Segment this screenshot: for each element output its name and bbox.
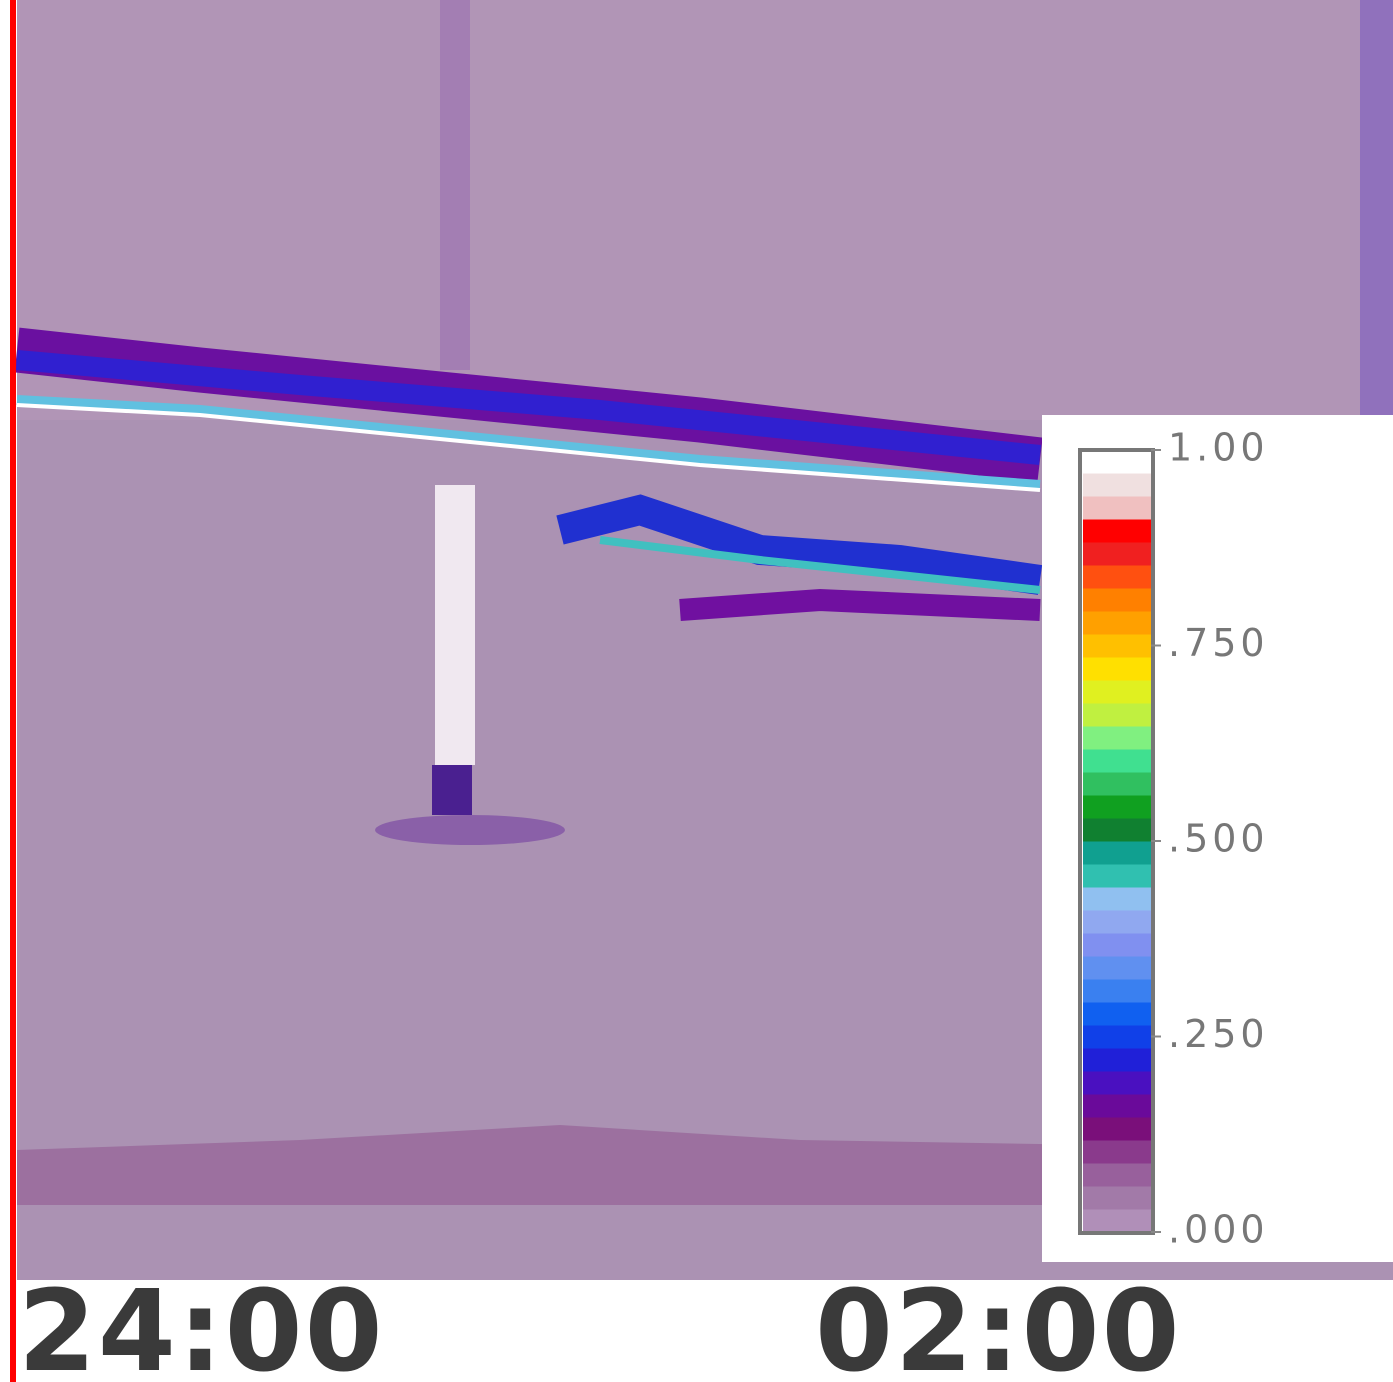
colorbar-step [1083, 795, 1151, 819]
colorbar-tick-label: .000 [1168, 1208, 1269, 1252]
colorbar-step [1083, 703, 1151, 727]
colorbar-step [1083, 818, 1151, 842]
colorbar-step [1083, 496, 1151, 520]
colorbar-tick-label: .500 [1168, 817, 1269, 861]
colorbar-tick-label: .250 [1168, 1012, 1269, 1056]
colorbar-step [1083, 933, 1151, 957]
page: 1.00.750.500.250.00024:0002:00 (() => { … [0, 0, 1393, 1382]
colorbar-step [1083, 726, 1151, 750]
colorbar-step [1083, 1186, 1151, 1210]
colorbar-step [1083, 979, 1151, 1003]
colorbar-step [1083, 1002, 1151, 1026]
colorbar-step [1083, 1209, 1151, 1233]
colorbar-tick-label: 1.00 [1168, 426, 1269, 470]
colorbar-step [1083, 1094, 1151, 1118]
colorbar-step [1083, 841, 1151, 865]
colorbar-step [1083, 956, 1151, 980]
colorbar-step [1083, 519, 1151, 543]
echo-blob [375, 815, 565, 845]
colorbar-step [1083, 1071, 1151, 1095]
echo-band [680, 600, 1040, 610]
vertical-echo-base [432, 765, 472, 815]
colorbar-step [1083, 565, 1151, 589]
x-tick-label: 02:00 [815, 1267, 1182, 1382]
colorbar-step [1083, 542, 1151, 566]
colorbar-tick-label: .750 [1168, 621, 1269, 665]
colorbar-step [1083, 657, 1151, 681]
colorbar [1083, 450, 1151, 1233]
colorbar-step [1083, 910, 1151, 934]
colorbar-step [1083, 1140, 1151, 1164]
colorbar-step [1083, 864, 1151, 888]
vertical-streak [440, 0, 470, 370]
colorbar-step [1083, 1117, 1151, 1141]
colorbar-step [1083, 611, 1151, 635]
colorbar-step [1083, 473, 1151, 497]
colorbar-step [1083, 588, 1151, 612]
colorbar-step [1083, 772, 1151, 796]
colorbar-step [1083, 680, 1151, 704]
colorbar-step [1083, 1048, 1151, 1072]
colorbar-step [1083, 450, 1151, 474]
window-border [10, 0, 16, 1382]
vertical-echo [435, 485, 475, 765]
edge-streak [1360, 0, 1393, 420]
colorbar-step [1083, 634, 1151, 658]
chart: 1.00 .750 .500 .250 .000 24:00 02:00 [0, 0, 1393, 1382]
x-tick-label: 24:00 [18, 1267, 385, 1382]
colorbar-step [1083, 1025, 1151, 1049]
colorbar-step [1083, 1163, 1151, 1187]
colorbar-step [1083, 887, 1151, 911]
colorbar-step [1083, 749, 1151, 773]
